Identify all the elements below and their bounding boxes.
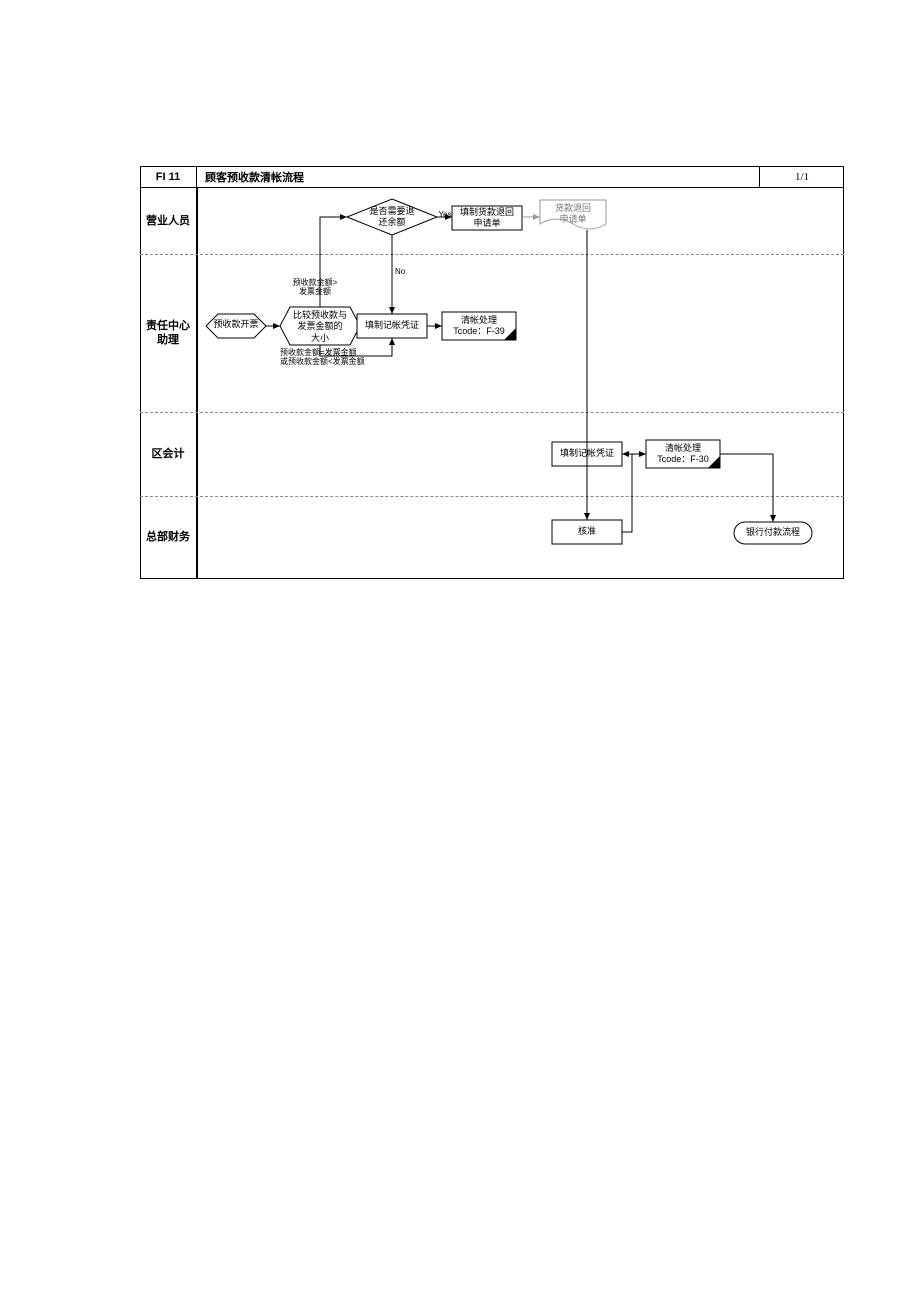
page: FI 11 顾客预收款清帐流程 1/1 营业人员 责任中心 助理 区会计 总部财… <box>0 0 920 1301</box>
node-clear1-text: 清帐处理 Tcode：F-39 <box>442 315 516 338</box>
node-bank-text: 银行付款流程 <box>734 527 812 538</box>
node-clear2-text: 清帐处理 Tcode：F-30 <box>646 443 720 466</box>
node-approve-text: 核准 <box>552 526 622 537</box>
branch-gt-label: 预收款金额> 发票金额 <box>280 278 350 296</box>
edges <box>266 217 773 532</box>
node-docrefund-text: 货款退回 申请单 <box>540 203 606 226</box>
node-decision2-text: 是否需要退 还余额 <box>356 206 428 229</box>
node-fillrefund-text: 填制货款退回 申请单 <box>452 207 522 230</box>
edge-clear2-bank <box>720 454 773 522</box>
edge-approve-fillv2 <box>622 454 632 532</box>
flow-svg <box>0 0 920 1301</box>
node-decision1-text: 比较预收款与 发票金额的 大小 <box>282 310 358 344</box>
no-label: No <box>395 267 413 276</box>
node-fillv2-text: 填制记帐凭证 <box>552 448 622 459</box>
node-fillv1-text: 填制记帐凭证 <box>357 320 427 331</box>
branch-le-label: 预收款金额=发票金额 或预收款金额<发票金额 <box>280 348 410 366</box>
yes-label: Yes <box>437 210 453 219</box>
node-start-text: 预收款开票 <box>206 319 266 330</box>
